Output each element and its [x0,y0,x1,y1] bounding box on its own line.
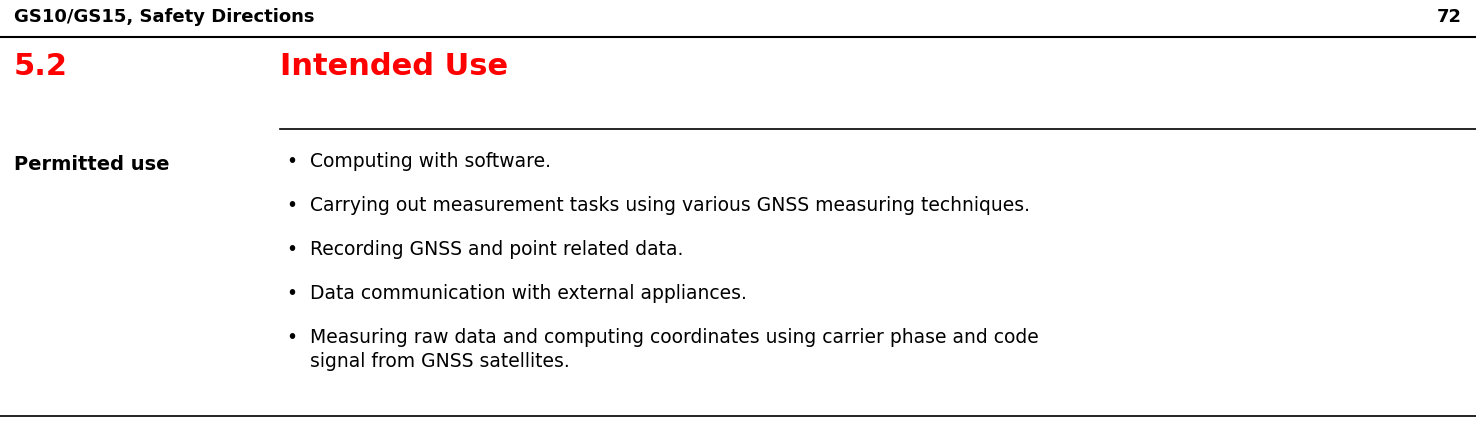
Text: Carrying out measurement tasks using various GNSS measuring techniques.: Carrying out measurement tasks using var… [310,196,1030,215]
Text: Measuring raw data and computing coordinates using carrier phase and code
signal: Measuring raw data and computing coordin… [310,327,1039,370]
Text: Data communication with external appliances.: Data communication with external applian… [310,283,747,302]
Text: •: • [286,152,298,170]
Text: •: • [286,327,298,346]
Text: Intended Use: Intended Use [280,52,508,81]
Text: •: • [286,283,298,302]
Text: •: • [286,196,298,215]
Text: •: • [286,239,298,259]
Text: Recording GNSS and point related data.: Recording GNSS and point related data. [310,239,683,259]
Text: 5.2: 5.2 [13,52,68,81]
Text: 72: 72 [1438,8,1463,26]
Text: Computing with software.: Computing with software. [310,152,551,170]
Text: GS10/GS15, Safety Directions: GS10/GS15, Safety Directions [13,8,314,26]
Text: Permitted use: Permitted use [13,155,170,173]
